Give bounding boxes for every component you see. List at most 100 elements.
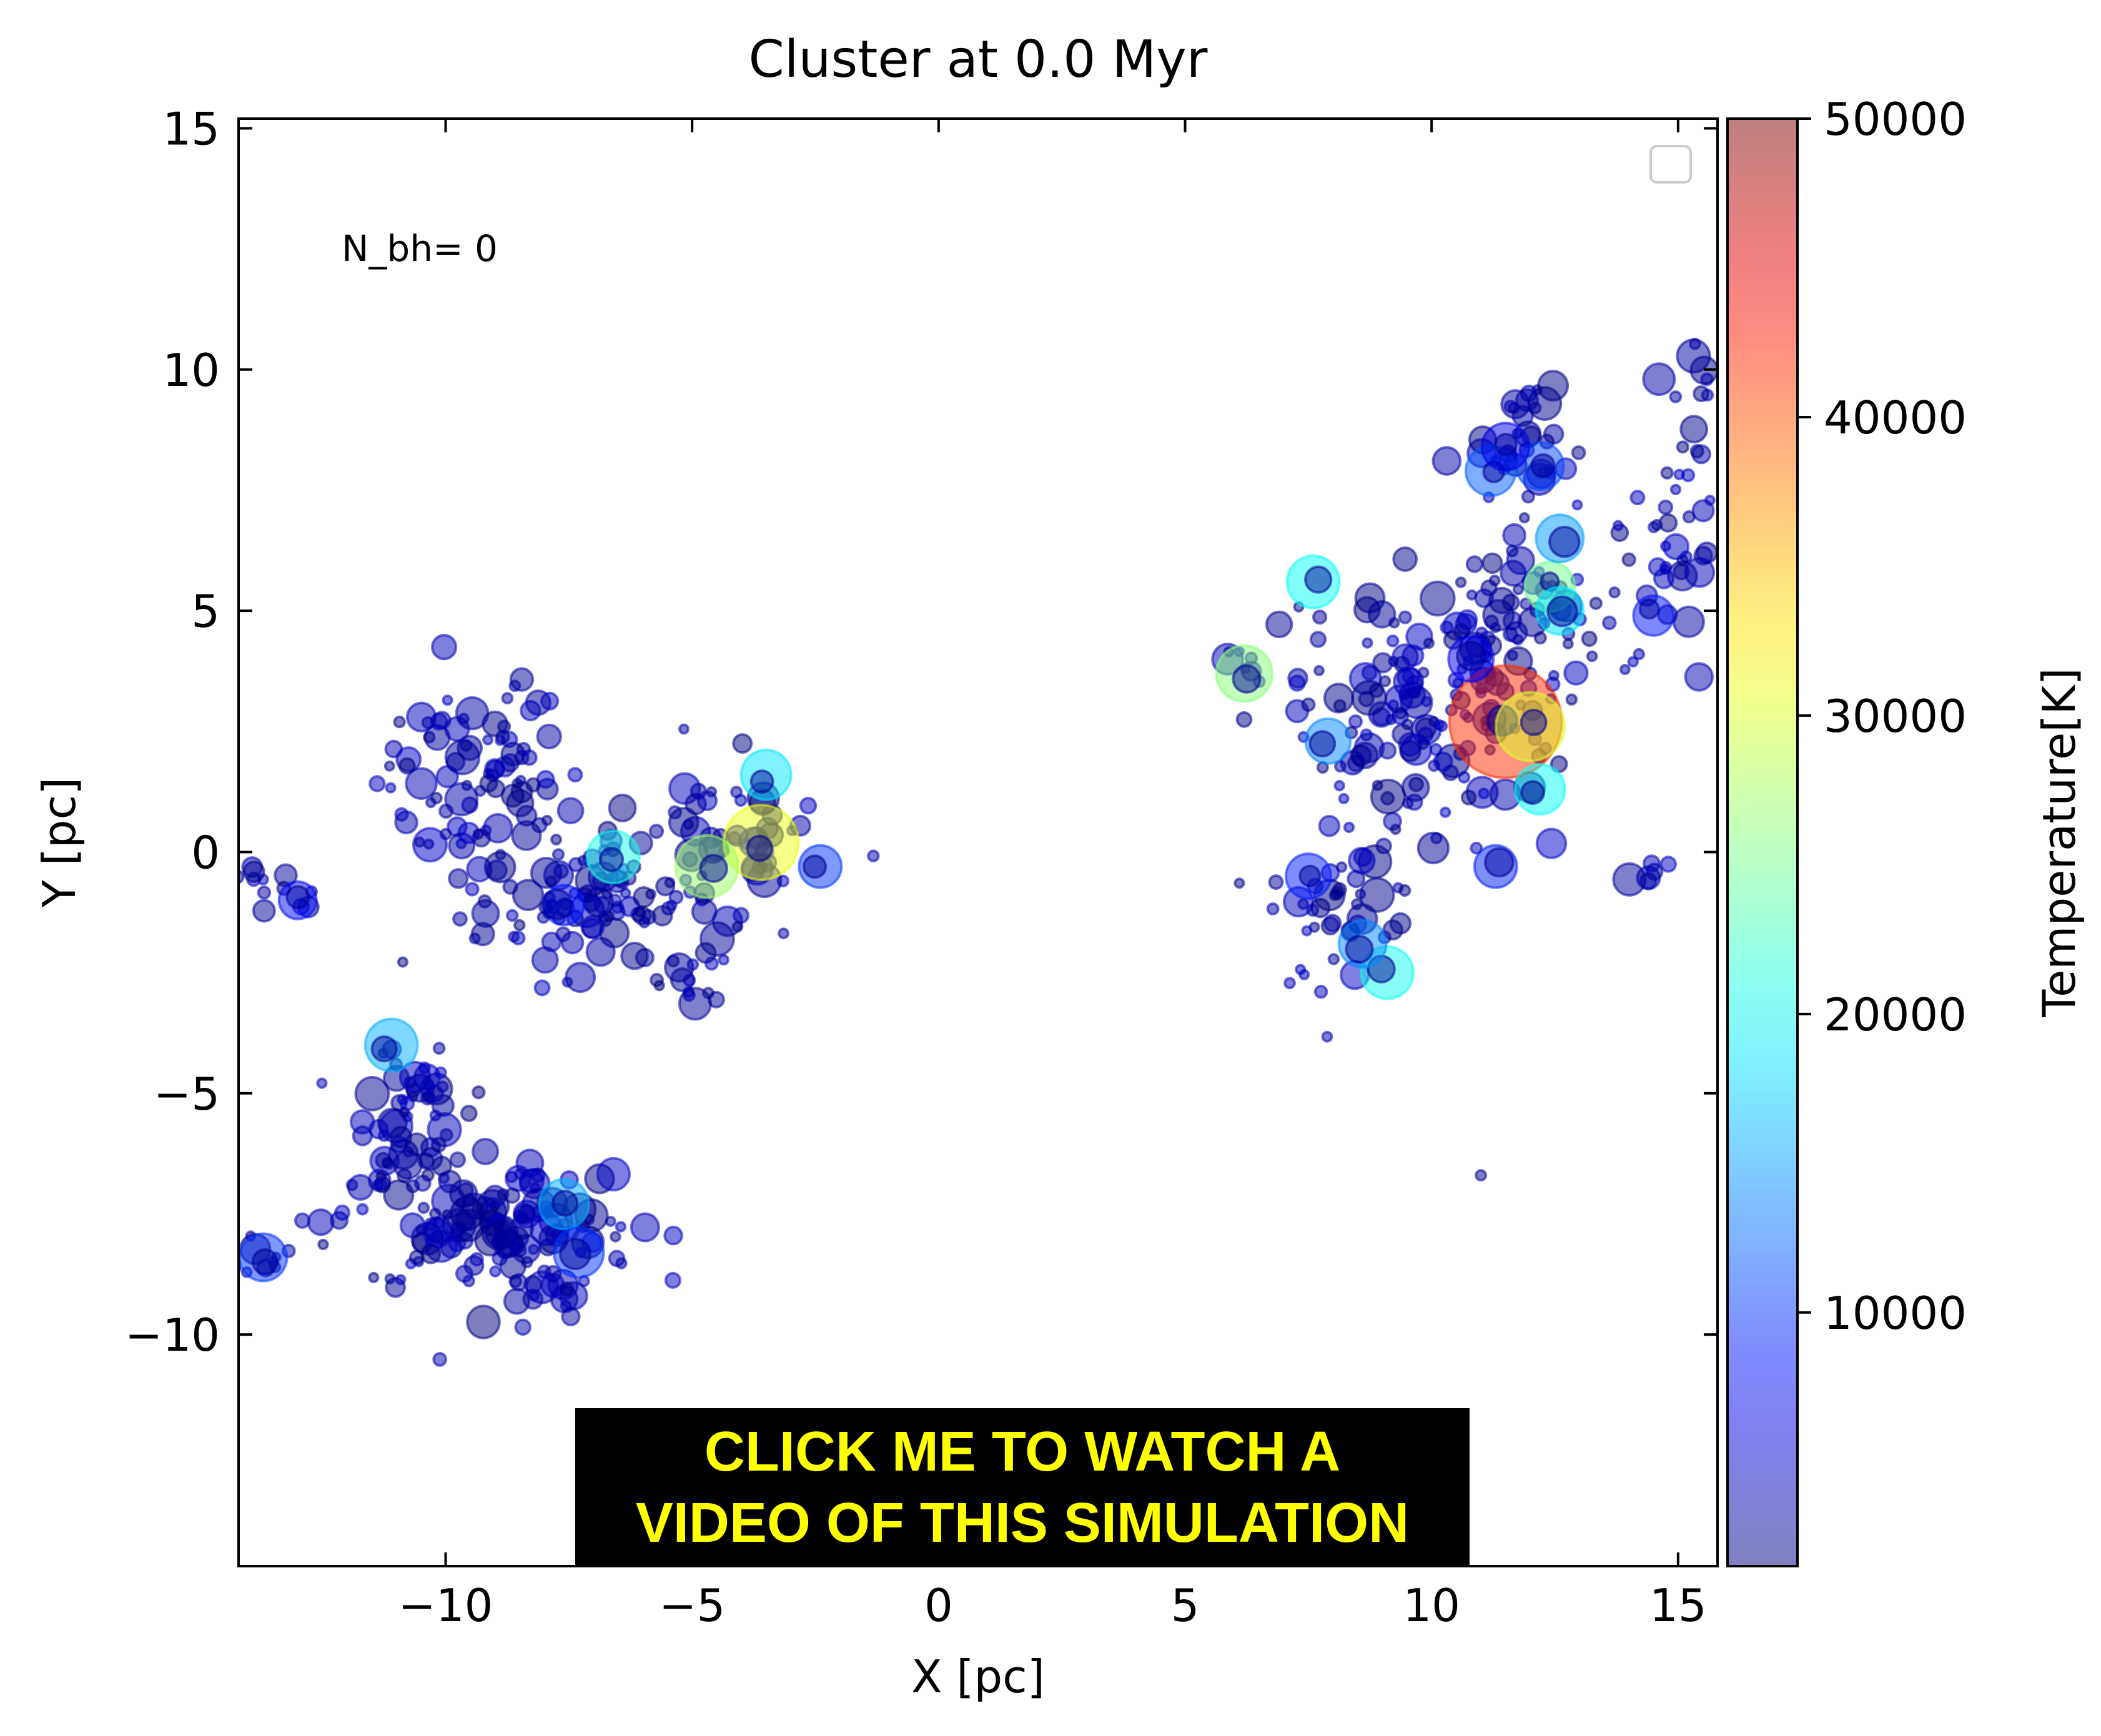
- star-point: [512, 879, 545, 911]
- star-point: [334, 1204, 351, 1221]
- star-point: [553, 863, 569, 879]
- y-tick-label: 10: [162, 344, 220, 397]
- star-point: [1465, 555, 1484, 573]
- star-point: [1401, 797, 1414, 809]
- star-point: [1318, 814, 1341, 837]
- star-point: [615, 1221, 627, 1233]
- star-point: [1440, 806, 1451, 818]
- star-point: [718, 954, 729, 966]
- star-point: [425, 797, 437, 809]
- star-point: [452, 911, 468, 927]
- star-point: [678, 723, 690, 735]
- star-point: [394, 810, 418, 835]
- star-point: [1512, 584, 1524, 596]
- chart-title: Cluster at 0.0 Myr: [748, 30, 1207, 89]
- banner-line-2: VIDEO OF THIS SIMULATION: [635, 1492, 1410, 1554]
- star-point: [663, 1225, 683, 1246]
- star-point: [565, 962, 596, 994]
- star-point: [1612, 862, 1647, 897]
- star-point: [349, 1109, 375, 1135]
- star-point: [472, 1138, 500, 1165]
- star-point: [501, 692, 514, 705]
- x-axis-ticks: −10 −5 0 5 10 15: [398, 119, 1707, 1632]
- colorbar-tick-label: 50000: [1824, 93, 1967, 145]
- star-point: [430, 1137, 447, 1153]
- star-point: [556, 797, 585, 825]
- colorbar-tick-label: 40000: [1824, 392, 1967, 444]
- star-point: [520, 699, 541, 722]
- star-point: [1416, 831, 1450, 865]
- star-point: [1502, 523, 1527, 548]
- star-point: [484, 758, 505, 780]
- star-point: [429, 1109, 442, 1122]
- star-point: [696, 790, 718, 812]
- star-point: [1355, 888, 1367, 900]
- y-tick-label: −10: [125, 1309, 220, 1361]
- banner-line-1: CLICK ME TO WATCH A: [704, 1421, 1341, 1483]
- star-point: [317, 1238, 329, 1251]
- star-point: [1642, 362, 1676, 397]
- star-point: [802, 854, 828, 879]
- star-point: [1353, 847, 1373, 867]
- star-point: [596, 1157, 631, 1192]
- star-point: [257, 885, 272, 900]
- colorbar-tick-label: 10000: [1824, 1287, 1967, 1339]
- star-point: [497, 1188, 510, 1201]
- star-point: [432, 1042, 446, 1055]
- star-point: [356, 1203, 369, 1216]
- y-axis-ticks: −10 −5 0 5 10 15: [125, 102, 1718, 1361]
- star-point: [598, 847, 625, 872]
- star-point: [1693, 546, 1713, 566]
- star-point: [1392, 546, 1418, 572]
- star-point: [1651, 518, 1663, 531]
- star-point: [406, 701, 437, 733]
- star-point: [1494, 433, 1518, 456]
- star-point: [1304, 565, 1333, 594]
- star-point: [668, 889, 684, 905]
- star-point: [867, 849, 880, 862]
- star-point: [482, 734, 494, 746]
- colorbar-tick-label: 30000: [1824, 690, 1967, 742]
- star-point: [1481, 552, 1503, 574]
- star-point: [1662, 533, 1690, 561]
- star-point: [511, 930, 526, 945]
- star-point: [1394, 706, 1408, 720]
- star-point: [1423, 637, 1435, 649]
- star-point: [1268, 874, 1284, 890]
- star-point: [1431, 446, 1462, 476]
- star-point: [653, 980, 665, 992]
- star-point: [492, 1229, 522, 1259]
- star-point: [1490, 622, 1501, 633]
- star-point: [1518, 512, 1530, 524]
- star-point: [489, 1265, 502, 1278]
- star-point: [541, 889, 573, 920]
- star-point: [1327, 953, 1340, 965]
- star-point: [1233, 877, 1245, 889]
- watch-video-banner[interactable]: CLICK ME TO WATCH A VIDEO OF THIS SIMULA…: [575, 1408, 1470, 1567]
- x-tick-label: 15: [1649, 1579, 1707, 1632]
- star-point: [610, 1231, 621, 1243]
- star-point: [239, 1256, 242, 1274]
- x-tick-label: 10: [1403, 1579, 1460, 1632]
- star-point: [734, 794, 748, 807]
- star-point: [1419, 580, 1456, 617]
- star-point: [239, 869, 245, 884]
- star-point: [1475, 1169, 1488, 1182]
- y-axis-label: Y [pc]: [33, 777, 86, 908]
- star-point: [540, 691, 560, 711]
- star-point: [500, 741, 526, 767]
- star-point: [1338, 792, 1350, 804]
- star-point: [551, 848, 565, 861]
- star-point: [251, 1248, 279, 1276]
- star-point: [466, 1304, 501, 1339]
- star-point: [442, 694, 453, 706]
- star-point: [285, 885, 310, 910]
- star-point: [511, 820, 542, 851]
- star-point: [700, 921, 735, 957]
- star-point: [1343, 821, 1355, 834]
- star-point: [431, 1155, 453, 1176]
- star-point: [550, 833, 562, 846]
- legend-box: [1649, 145, 1692, 184]
- star-point: [395, 1274, 407, 1286]
- star-point: [525, 777, 541, 793]
